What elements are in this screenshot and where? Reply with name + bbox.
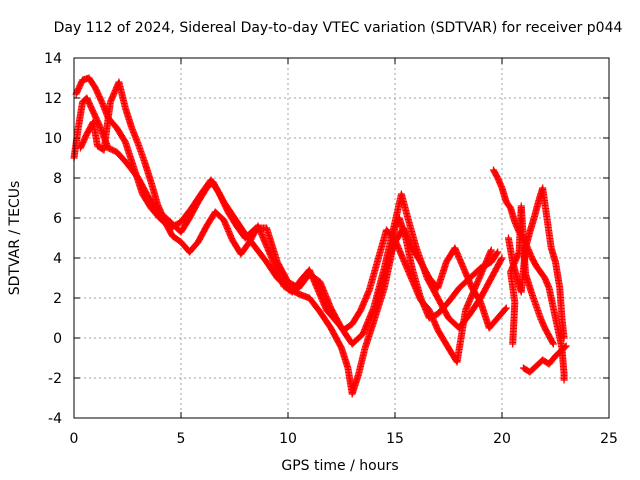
data-point: [493, 249, 501, 257]
y-tick-label: 10: [44, 131, 62, 147]
y-tick-label: 0: [53, 331, 62, 347]
data-point: [561, 343, 569, 351]
y-tick-label: 14: [44, 51, 62, 67]
y-tick-label: -4: [48, 411, 62, 427]
data-point: [560, 376, 568, 384]
x-axis-label: GPS time / hours: [281, 458, 398, 474]
plot-frame: [73, 57, 610, 419]
x-tick-labels: 0 5 10 15 20 25: [70, 431, 618, 447]
y-tick-label: 4: [53, 251, 62, 267]
x-tick-label: 10: [279, 431, 297, 447]
data-points: [70, 74, 570, 398]
y-tick-labels: -4 -2 0 2 4 6 8 10 12 14: [44, 51, 62, 427]
data-point: [494, 248, 502, 256]
x-tick-label: 5: [177, 431, 186, 447]
y-tick-label: -2: [48, 371, 62, 387]
y-tick-label: 12: [44, 91, 62, 107]
y-axis-label: SDTVAR / TECUs: [7, 181, 23, 296]
data-point: [497, 255, 505, 263]
y-tick-label: 6: [53, 211, 62, 227]
data-point: [501, 305, 509, 313]
chart-title: Day 112 of 2024, Sidereal Day-to-day VTE…: [54, 20, 623, 36]
x-tick-label: 20: [493, 431, 511, 447]
y-tick-label: 8: [53, 171, 62, 187]
y-tick-label: 2: [53, 291, 62, 307]
data-point: [549, 340, 557, 348]
x-tick-label: 25: [600, 431, 618, 447]
data-point: [498, 254, 506, 262]
data-point: [502, 304, 510, 312]
x-tick-label: 0: [70, 431, 79, 447]
x-tick-label: 15: [386, 431, 404, 447]
data-point: [560, 334, 568, 342]
data-point: [487, 246, 495, 254]
data-point: [549, 339, 557, 347]
data-point: [562, 342, 570, 350]
